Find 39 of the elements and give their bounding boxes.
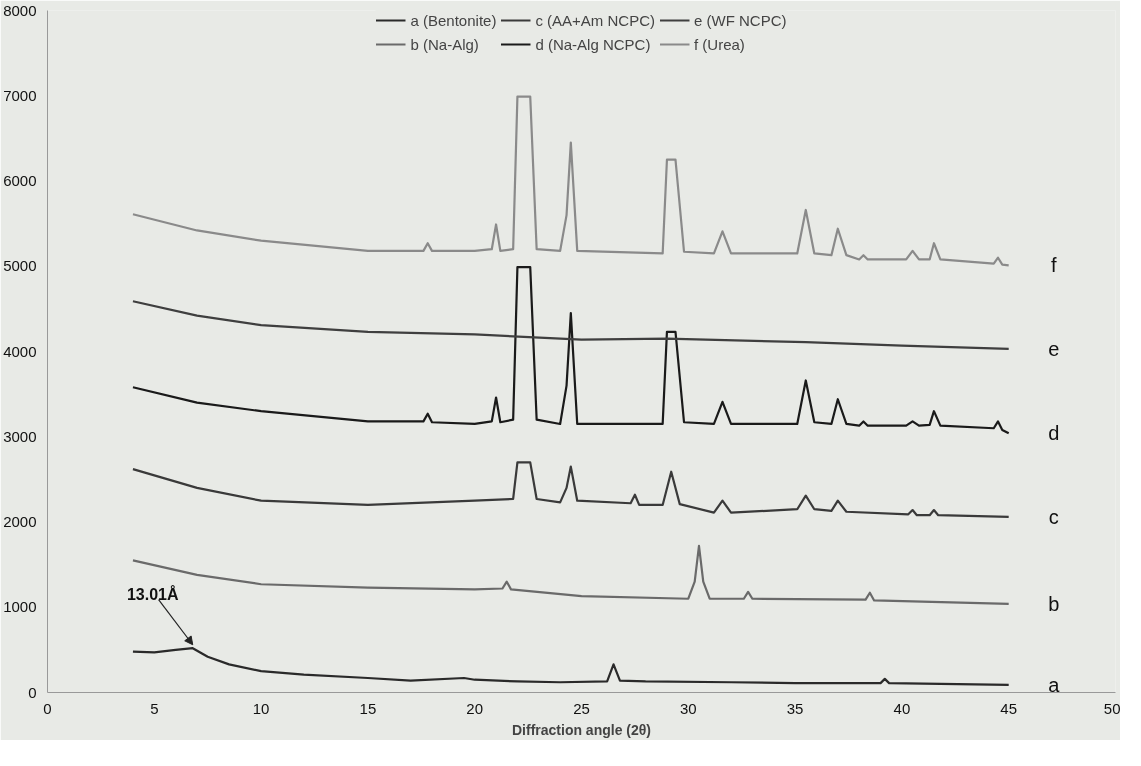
legend-label: a (Bentonite)	[410, 11, 497, 29]
y-tick-label: 5000	[3, 257, 37, 275]
y-tick-label: 7000	[3, 86, 37, 104]
x-tick-label: 10	[252, 699, 270, 717]
x-tick-label: 50	[1103, 699, 1121, 717]
line-series	[131, 461, 1010, 518]
y-tick-label: 2000	[3, 513, 37, 530]
y-tick-label: 4000	[3, 342, 37, 360]
line-series	[131, 266, 1010, 435]
x-tick-label: 15	[359, 699, 377, 717]
annotation: f	[1050, 254, 1057, 277]
x-axis-title: Diffraction angle (2θ)	[511, 721, 652, 738]
annotation: a	[1048, 673, 1061, 696]
y-tick-label: 1000	[3, 598, 37, 616]
x-tick-label: 45	[1000, 699, 1018, 717]
annotation: d	[1048, 422, 1060, 445]
x-tick-label: 0	[43, 699, 52, 717]
x-tick-label: 30	[679, 699, 697, 717]
line-series	[131, 95, 1010, 267]
annotation: e	[1048, 337, 1060, 360]
y-tick-label: 6000	[3, 172, 37, 189]
legend-label: f (Urea)	[694, 35, 745, 53]
annotation: b	[1048, 592, 1060, 615]
line-series	[131, 300, 1010, 351]
line-series	[131, 647, 1010, 686]
x-tick-label: 35	[786, 699, 804, 717]
annotation: c	[1048, 505, 1059, 528]
y-tick-label: 0	[28, 683, 37, 701]
x-tick-label: 5	[150, 699, 159, 717]
legend-label: b (Na-Alg)	[410, 35, 479, 53]
x-tick-label: 40	[893, 699, 911, 717]
annotation: 13.01Å	[126, 585, 179, 604]
legend-label: c (AA+Am NCPC)	[535, 11, 655, 29]
y-tick-label: 3000	[3, 427, 37, 445]
x-tick-label: 20	[466, 699, 484, 717]
y-tick-label: 8000	[3, 1, 37, 19]
x-tick-label: 25	[573, 699, 590, 717]
legend-label: d (Na-Alg NCPC)	[535, 35, 651, 53]
legend-label: e (WF NCPC)	[694, 11, 787, 29]
